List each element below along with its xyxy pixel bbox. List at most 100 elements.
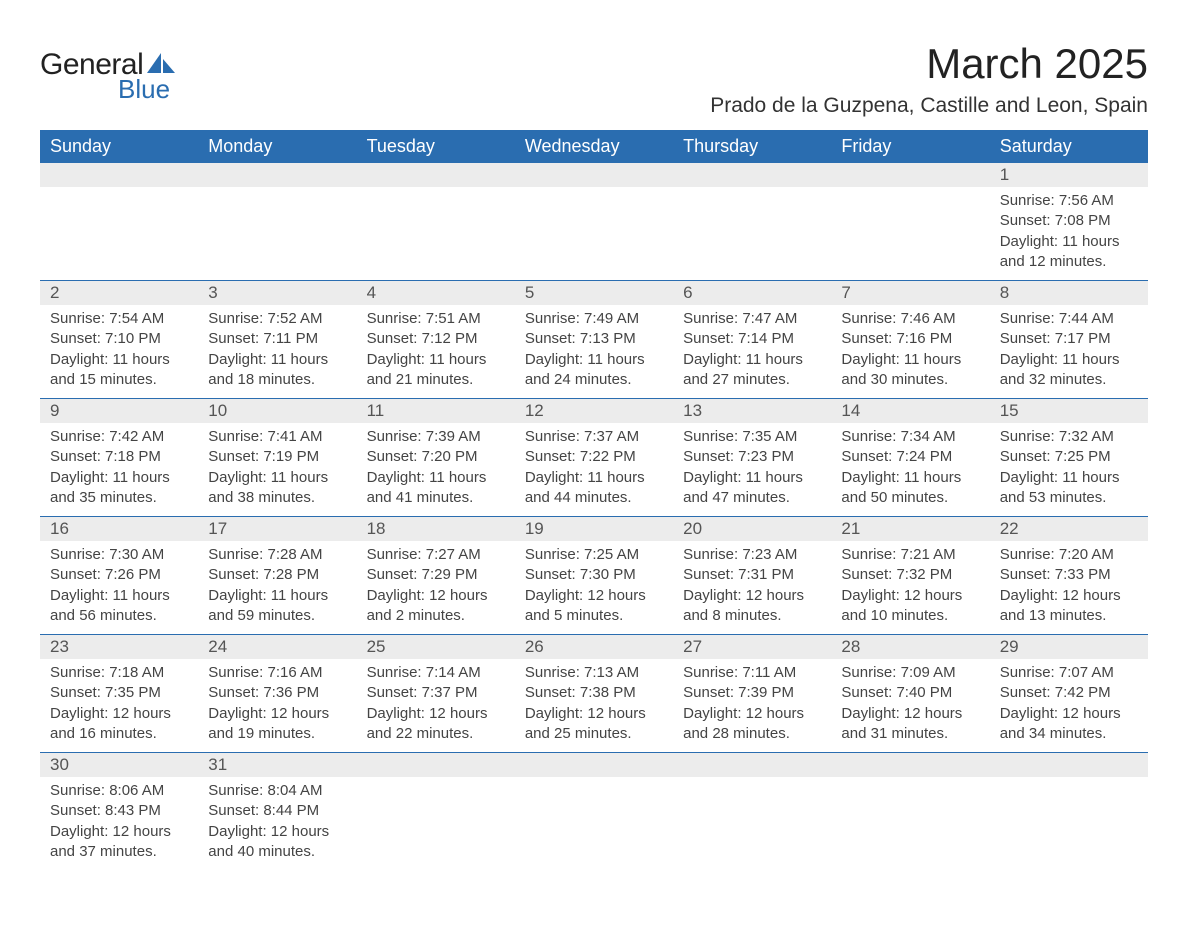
day-number-cell: 29 (990, 635, 1148, 660)
day-number-cell: 27 (673, 635, 831, 660)
day-number-cell: 25 (357, 635, 515, 660)
daylight-line: Daylight: 11 hours and 56 minutes. (50, 586, 188, 627)
daylight-line: Daylight: 11 hours and 50 minutes. (841, 468, 979, 509)
weekday-header: Monday (198, 130, 356, 163)
sunrise-line: Sunrise: 7:07 AM (1000, 663, 1138, 683)
sunrise-line: Sunrise: 7:16 AM (208, 663, 346, 683)
day-content-cell (990, 777, 1148, 870)
day-content-cell: Sunrise: 7:11 AMSunset: 7:39 PMDaylight:… (673, 659, 831, 753)
day-number-cell: 13 (673, 399, 831, 424)
daylight-line: Daylight: 11 hours and 24 minutes. (525, 350, 663, 391)
daylight-line: Daylight: 12 hours and 40 minutes. (208, 822, 346, 863)
daylight-line: Daylight: 11 hours and 35 minutes. (50, 468, 188, 509)
daylight-line: Daylight: 12 hours and 13 minutes. (1000, 586, 1138, 627)
sunset-line: Sunset: 7:18 PM (50, 447, 188, 467)
day-number-cell: 26 (515, 635, 673, 660)
sunset-line: Sunset: 7:13 PM (525, 329, 663, 349)
sunset-line: Sunset: 7:14 PM (683, 329, 821, 349)
day-content-cell: Sunrise: 7:51 AMSunset: 7:12 PMDaylight:… (357, 305, 515, 399)
sunrise-line: Sunrise: 7:42 AM (50, 427, 188, 447)
day-content-cell: Sunrise: 7:37 AMSunset: 7:22 PMDaylight:… (515, 423, 673, 517)
daylight-line: Daylight: 12 hours and 25 minutes. (525, 704, 663, 745)
daylight-line: Daylight: 12 hours and 16 minutes. (50, 704, 188, 745)
sunrise-line: Sunrise: 8:06 AM (50, 781, 188, 801)
daylight-line: Daylight: 11 hours and 53 minutes. (1000, 468, 1138, 509)
day-content-cell (357, 187, 515, 281)
day-content-row: Sunrise: 7:18 AMSunset: 7:35 PMDaylight:… (40, 659, 1148, 753)
sunset-line: Sunset: 7:11 PM (208, 329, 346, 349)
day-content-cell: Sunrise: 7:28 AMSunset: 7:28 PMDaylight:… (198, 541, 356, 635)
weekday-header: Saturday (990, 130, 1148, 163)
daylight-line: Daylight: 12 hours and 2 minutes. (367, 586, 505, 627)
sunset-line: Sunset: 7:17 PM (1000, 329, 1138, 349)
day-number-cell: 7 (831, 281, 989, 306)
weekday-header: Tuesday (357, 130, 515, 163)
day-number-cell: 31 (198, 753, 356, 778)
day-content-row: Sunrise: 7:42 AMSunset: 7:18 PMDaylight:… (40, 423, 1148, 517)
sunrise-line: Sunrise: 7:21 AM (841, 545, 979, 565)
sunrise-line: Sunrise: 7:49 AM (525, 309, 663, 329)
sunrise-line: Sunrise: 7:23 AM (683, 545, 821, 565)
day-number-cell (198, 163, 356, 187)
sunset-line: Sunset: 7:37 PM (367, 683, 505, 703)
daylight-line: Daylight: 12 hours and 5 minutes. (525, 586, 663, 627)
daylight-line: Daylight: 11 hours and 41 minutes. (367, 468, 505, 509)
sunset-line: Sunset: 7:33 PM (1000, 565, 1138, 585)
sunrise-line: Sunrise: 7:18 AM (50, 663, 188, 683)
day-number-cell: 9 (40, 399, 198, 424)
day-number-cell (40, 163, 198, 187)
day-content-cell: Sunrise: 7:49 AMSunset: 7:13 PMDaylight:… (515, 305, 673, 399)
sunset-line: Sunset: 7:20 PM (367, 447, 505, 467)
day-content-cell: Sunrise: 7:44 AMSunset: 7:17 PMDaylight:… (990, 305, 1148, 399)
day-content-row: Sunrise: 7:30 AMSunset: 7:26 PMDaylight:… (40, 541, 1148, 635)
sunrise-line: Sunrise: 7:13 AM (525, 663, 663, 683)
day-content-cell (198, 187, 356, 281)
page-header: General Blue March 2025 Prado de la Guzp… (40, 40, 1148, 118)
day-number-cell: 18 (357, 517, 515, 542)
day-content-cell (831, 777, 989, 870)
day-content-cell: Sunrise: 7:41 AMSunset: 7:19 PMDaylight:… (198, 423, 356, 517)
day-number-row: 16171819202122 (40, 517, 1148, 542)
sunrise-line: Sunrise: 7:11 AM (683, 663, 821, 683)
day-number-cell (673, 753, 831, 778)
day-number-cell: 11 (357, 399, 515, 424)
sunset-line: Sunset: 7:08 PM (1000, 211, 1138, 231)
day-number-cell: 19 (515, 517, 673, 542)
sunrise-line: Sunrise: 7:09 AM (841, 663, 979, 683)
day-content-cell: Sunrise: 7:09 AMSunset: 7:40 PMDaylight:… (831, 659, 989, 753)
day-content-cell: Sunrise: 7:56 AMSunset: 7:08 PMDaylight:… (990, 187, 1148, 281)
day-content-cell: Sunrise: 7:32 AMSunset: 7:25 PMDaylight:… (990, 423, 1148, 517)
daylight-line: Daylight: 11 hours and 38 minutes. (208, 468, 346, 509)
sunrise-line: Sunrise: 7:39 AM (367, 427, 505, 447)
day-number-cell: 2 (40, 281, 198, 306)
day-content-row: Sunrise: 8:06 AMSunset: 8:43 PMDaylight:… (40, 777, 1148, 870)
sunset-line: Sunset: 8:44 PM (208, 801, 346, 821)
day-number-cell: 28 (831, 635, 989, 660)
day-number-cell: 16 (40, 517, 198, 542)
sunset-line: Sunset: 7:25 PM (1000, 447, 1138, 467)
day-content-cell: Sunrise: 7:42 AMSunset: 7:18 PMDaylight:… (40, 423, 198, 517)
day-number-row: 1 (40, 163, 1148, 187)
daylight-line: Daylight: 11 hours and 44 minutes. (525, 468, 663, 509)
day-content-cell: Sunrise: 7:54 AMSunset: 7:10 PMDaylight:… (40, 305, 198, 399)
weekday-header: Friday (831, 130, 989, 163)
day-content-cell: Sunrise: 7:35 AMSunset: 7:23 PMDaylight:… (673, 423, 831, 517)
day-content-cell: Sunrise: 7:14 AMSunset: 7:37 PMDaylight:… (357, 659, 515, 753)
day-content-cell: Sunrise: 7:25 AMSunset: 7:30 PMDaylight:… (515, 541, 673, 635)
daylight-line: Daylight: 11 hours and 59 minutes. (208, 586, 346, 627)
daylight-line: Daylight: 12 hours and 34 minutes. (1000, 704, 1138, 745)
day-number-row: 9101112131415 (40, 399, 1148, 424)
sunset-line: Sunset: 7:42 PM (1000, 683, 1138, 703)
day-number-cell (831, 163, 989, 187)
day-number-cell: 8 (990, 281, 1148, 306)
day-number-cell: 6 (673, 281, 831, 306)
daylight-line: Daylight: 11 hours and 32 minutes. (1000, 350, 1138, 391)
day-content-cell: Sunrise: 7:46 AMSunset: 7:16 PMDaylight:… (831, 305, 989, 399)
month-title: March 2025 (710, 40, 1148, 88)
sunrise-line: Sunrise: 7:47 AM (683, 309, 821, 329)
sunrise-line: Sunrise: 7:37 AM (525, 427, 663, 447)
logo: General Blue (40, 50, 177, 102)
sunrise-line: Sunrise: 7:35 AM (683, 427, 821, 447)
sunrise-line: Sunrise: 7:20 AM (1000, 545, 1138, 565)
day-number-row: 23242526272829 (40, 635, 1148, 660)
